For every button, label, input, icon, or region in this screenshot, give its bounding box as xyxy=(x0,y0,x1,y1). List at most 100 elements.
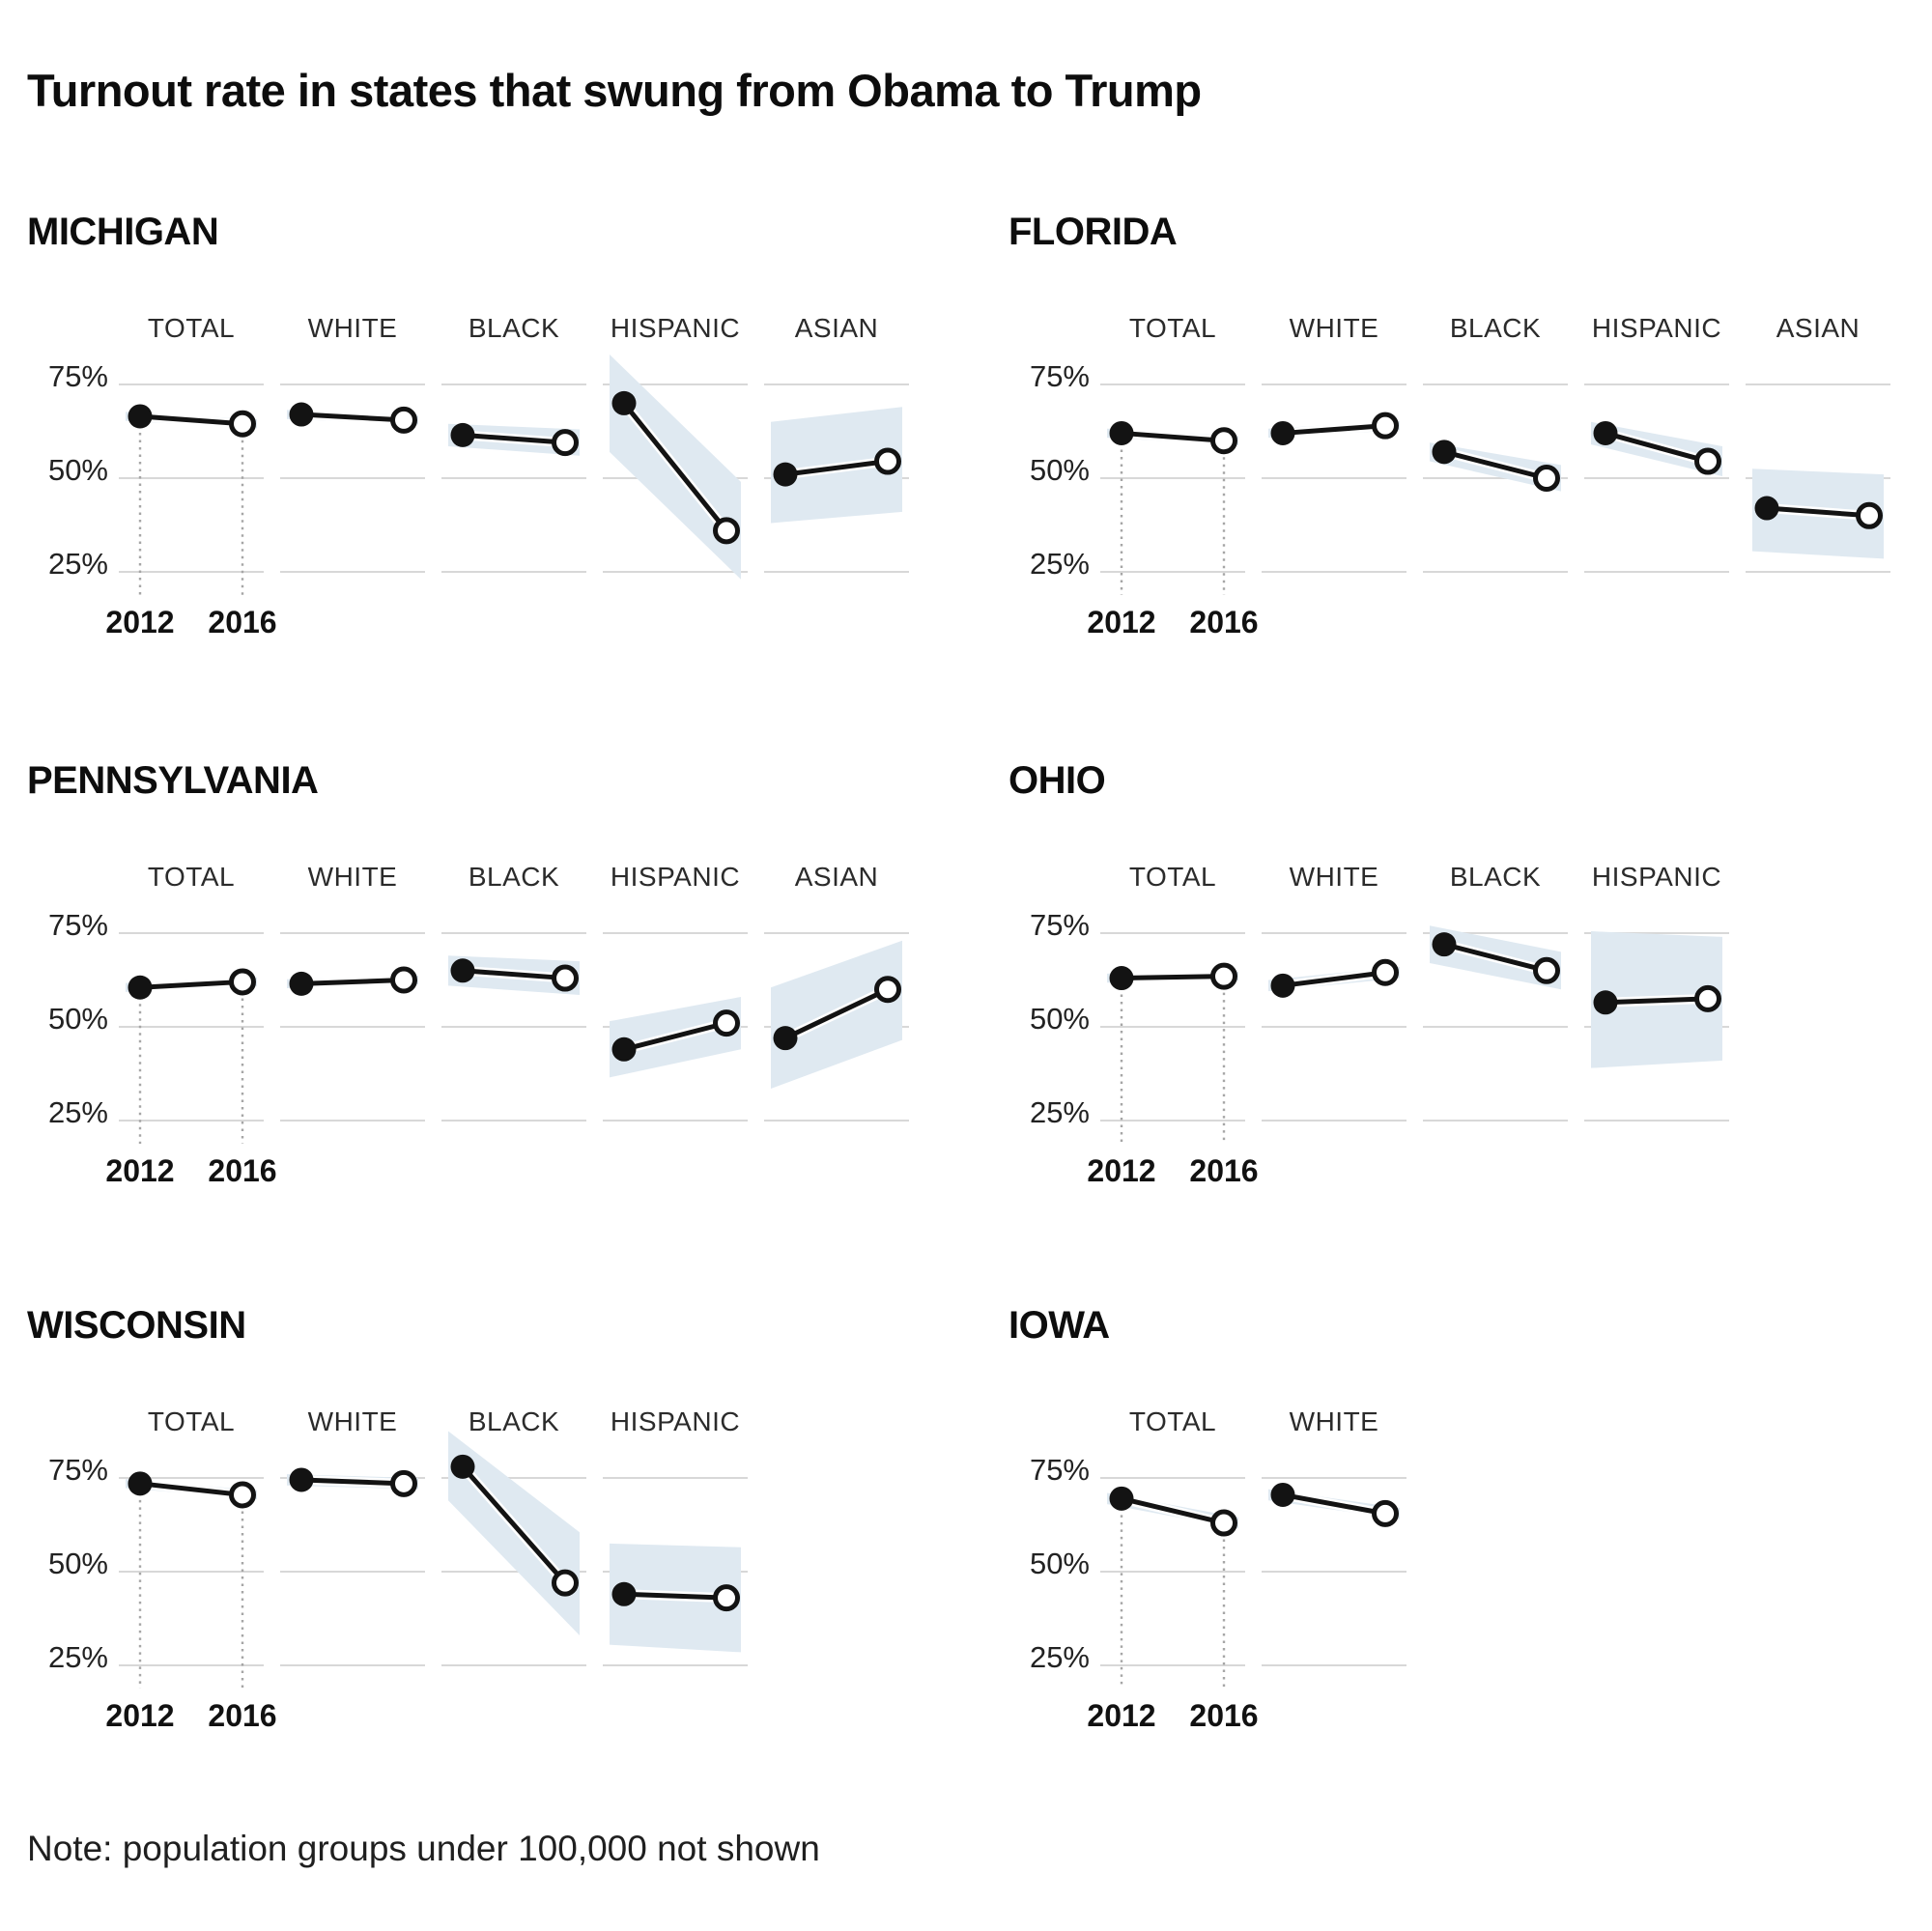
dot-2016 xyxy=(390,1469,417,1497)
dot-2016 xyxy=(1210,1509,1237,1537)
dot-2012 xyxy=(289,971,314,996)
x-tick-label: 2016 xyxy=(208,1698,276,1733)
y-tick-label: 75% xyxy=(48,908,108,942)
group-label: WHITE xyxy=(1290,862,1379,892)
dot-2016 xyxy=(1372,412,1399,440)
x-tick-label: 2012 xyxy=(105,1153,174,1188)
dot-2016 xyxy=(552,429,579,457)
y-tick-label: 50% xyxy=(1030,453,1090,487)
trend-line xyxy=(782,986,891,1041)
group-label: HISPANIC xyxy=(611,313,740,343)
state-panel-florida: FLORIDA 75% 50% 25% TOTAL 2012 2016 WHITE BLACK H… xyxy=(1009,211,1932,694)
group-label: TOTAL xyxy=(148,862,235,892)
group-label: TOTAL xyxy=(1129,862,1216,892)
group-label: ASIAN xyxy=(795,862,879,892)
group-label: HISPANIC xyxy=(611,1406,740,1436)
state-panel-wisconsin: WISCONSIN 75% 50% 25% TOTAL 2012 2016 WHITE BLAC… xyxy=(27,1304,954,1787)
dot-2012 xyxy=(1270,420,1295,445)
dot-2012 xyxy=(773,462,798,487)
trend-line xyxy=(298,412,407,423)
dot-2016 xyxy=(1533,465,1560,492)
dot-2012 xyxy=(611,1581,637,1606)
dot-2016 xyxy=(1694,447,1721,475)
dot-2016 xyxy=(229,1481,256,1509)
dot-2016 xyxy=(1856,501,1883,529)
state-title: WISCONSIN xyxy=(27,1304,246,1347)
trend-line xyxy=(460,1463,568,1586)
y-tick-label: 25% xyxy=(1030,1640,1090,1674)
y-tick-label: 75% xyxy=(1030,1453,1090,1487)
dot-2012 xyxy=(128,1471,153,1496)
group-label: BLACK xyxy=(1450,313,1541,343)
group-label: WHITE xyxy=(308,313,398,343)
dot-2012 xyxy=(289,1467,314,1492)
state-title: FLORIDA xyxy=(1009,211,1178,253)
footnote: Note: population groups under 100,000 no… xyxy=(27,1829,820,1868)
dot-2012 xyxy=(1109,966,1134,991)
trend-line xyxy=(298,978,407,986)
dot-2012 xyxy=(1432,932,1457,957)
slope-chart-michigan: 75% 50% 25% TOTAL 2012 2016 WHITE BLACK HISPANIC… xyxy=(48,313,909,639)
x-tick-label: 2012 xyxy=(105,1698,174,1733)
dot-2012 xyxy=(611,390,637,415)
group-label: TOTAL xyxy=(1129,1406,1216,1436)
state-panel-iowa: IOWA 75% 50% 25% TOTAL 2012 2016 WHITE xyxy=(1009,1304,1932,1787)
dot-2016 xyxy=(1694,984,1721,1012)
x-tick-label: 2016 xyxy=(208,605,276,639)
group-label: HISPANIC xyxy=(1592,313,1721,343)
state-title: PENNSYLVANIA xyxy=(27,759,319,802)
slope-chart-pennsylvania: 75% 50% 25% TOTAL 2012 2016 WHITE BLACK HISPANIC… xyxy=(48,862,909,1188)
trend-line xyxy=(1280,423,1388,436)
dot-2012 xyxy=(1432,440,1457,465)
dot-2016 xyxy=(1372,1499,1399,1527)
y-tick-label: 25% xyxy=(48,1640,108,1674)
dot-2012 xyxy=(1593,420,1618,445)
trend-line xyxy=(1119,430,1227,443)
dot-2016 xyxy=(1210,427,1237,455)
state-title: MICHIGAN xyxy=(27,211,219,253)
dot-2012 xyxy=(773,1026,798,1051)
dot-2012 xyxy=(128,404,153,429)
dot-2012 xyxy=(450,422,475,447)
trend-line xyxy=(298,1477,407,1487)
x-tick-label: 2012 xyxy=(1087,1698,1155,1733)
dot-2016 xyxy=(1533,956,1560,984)
y-tick-label: 25% xyxy=(48,547,108,581)
dot-2012 xyxy=(611,1036,637,1062)
trend-line xyxy=(137,413,245,427)
slope-chart-ohio: 75% 50% 25% TOTAL 2012 2016 WHITE BLACK HISPANIC xyxy=(1030,862,1729,1188)
group-label: ASIAN xyxy=(795,313,879,343)
group-label: BLACK xyxy=(469,313,559,343)
group-label: HISPANIC xyxy=(1592,862,1721,892)
trend-line xyxy=(1441,942,1549,974)
x-tick-label: 2016 xyxy=(1189,1153,1258,1188)
dot-2012 xyxy=(1270,973,1295,998)
page-title: Turnout rate in states that swung from O… xyxy=(27,65,1202,116)
dot-2012 xyxy=(1754,496,1779,521)
group-label: WHITE xyxy=(308,862,398,892)
dot-2016 xyxy=(552,964,579,992)
y-tick-label: 50% xyxy=(48,1002,108,1036)
group-label: TOTAL xyxy=(148,1406,235,1436)
state-panel-pennsylvania: PENNSYLVANIA 75% 50% 25% TOTAL 2012 2016 WHITE B… xyxy=(27,759,954,1242)
trend-line xyxy=(1441,449,1549,481)
slope-chart-iowa: 75% 50% 25% TOTAL 2012 2016 WHITE xyxy=(1030,1406,1406,1733)
dot-2016 xyxy=(1210,962,1237,990)
group-label: ASIAN xyxy=(1776,313,1861,343)
dot-2012 xyxy=(1270,1482,1295,1507)
state-title: OHIO xyxy=(1009,759,1106,802)
dot-2016 xyxy=(874,976,901,1004)
dot-2016 xyxy=(713,1009,740,1037)
dot-2016 xyxy=(229,410,256,438)
y-tick-label: 75% xyxy=(48,359,108,393)
y-tick-label: 75% xyxy=(48,1453,108,1487)
y-tick-label: 50% xyxy=(1030,1547,1090,1580)
trend-line xyxy=(460,968,568,981)
y-tick-label: 25% xyxy=(1030,1095,1090,1129)
y-tick-label: 50% xyxy=(1030,1002,1090,1036)
trend-line xyxy=(621,1020,729,1052)
group-label: TOTAL xyxy=(148,313,235,343)
x-tick-label: 2016 xyxy=(208,1153,276,1188)
trend-line xyxy=(1603,996,1711,1006)
group-label: BLACK xyxy=(1450,862,1541,892)
